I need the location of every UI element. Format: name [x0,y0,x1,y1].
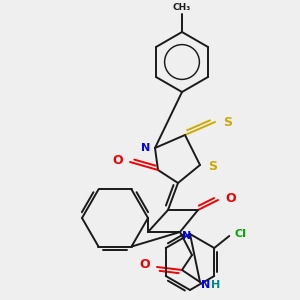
Text: N: N [201,280,210,290]
Text: CH₃: CH₃ [173,2,191,11]
Text: O: O [225,191,236,205]
Text: S: S [208,160,217,173]
Text: N: N [141,143,150,153]
Text: S: S [223,116,232,128]
Text: Cl: Cl [234,229,246,239]
Text: N: N [182,231,191,241]
Text: O: O [112,154,123,166]
Text: O: O [140,259,150,272]
Text: H: H [211,280,220,290]
